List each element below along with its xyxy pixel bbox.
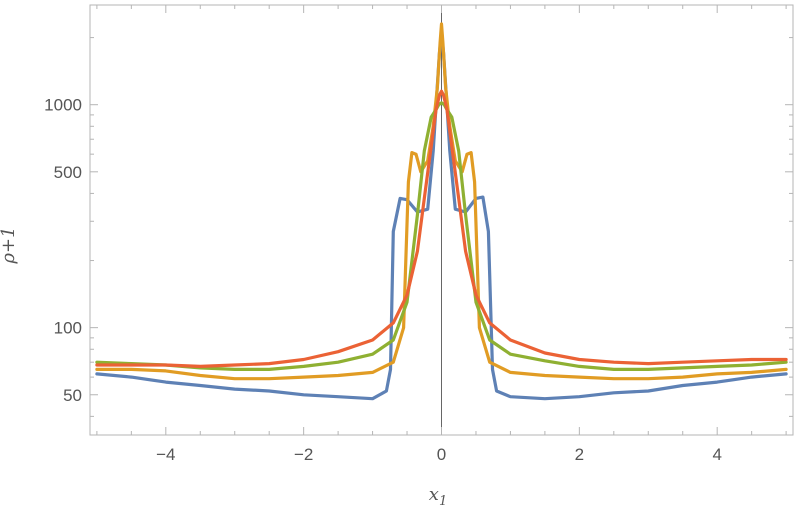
y-tick-label: 100 <box>54 319 82 338</box>
y-tick-label: 500 <box>54 163 82 182</box>
y-tick-label: 50 <box>63 386 82 405</box>
series-line-3 <box>95 101 788 371</box>
x-tick-label: 2 <box>575 445 584 464</box>
x-tick-label: 0 <box>437 445 446 464</box>
axes: −4 −2 0 2 4 50 100 500 1000 <box>44 4 794 464</box>
x-axis-label: x1 <box>429 484 447 509</box>
series-line-4 <box>95 89 788 368</box>
x-tick-label: −2 <box>294 445 313 464</box>
y-axis-label: ρ+1 <box>0 226 19 264</box>
series-layer <box>95 22 788 401</box>
y-tick-label: 1000 <box>44 96 82 115</box>
x-tick-label: 4 <box>712 445 721 464</box>
series-line-2 <box>95 22 788 381</box>
x-tick-label: −4 <box>156 445 175 464</box>
